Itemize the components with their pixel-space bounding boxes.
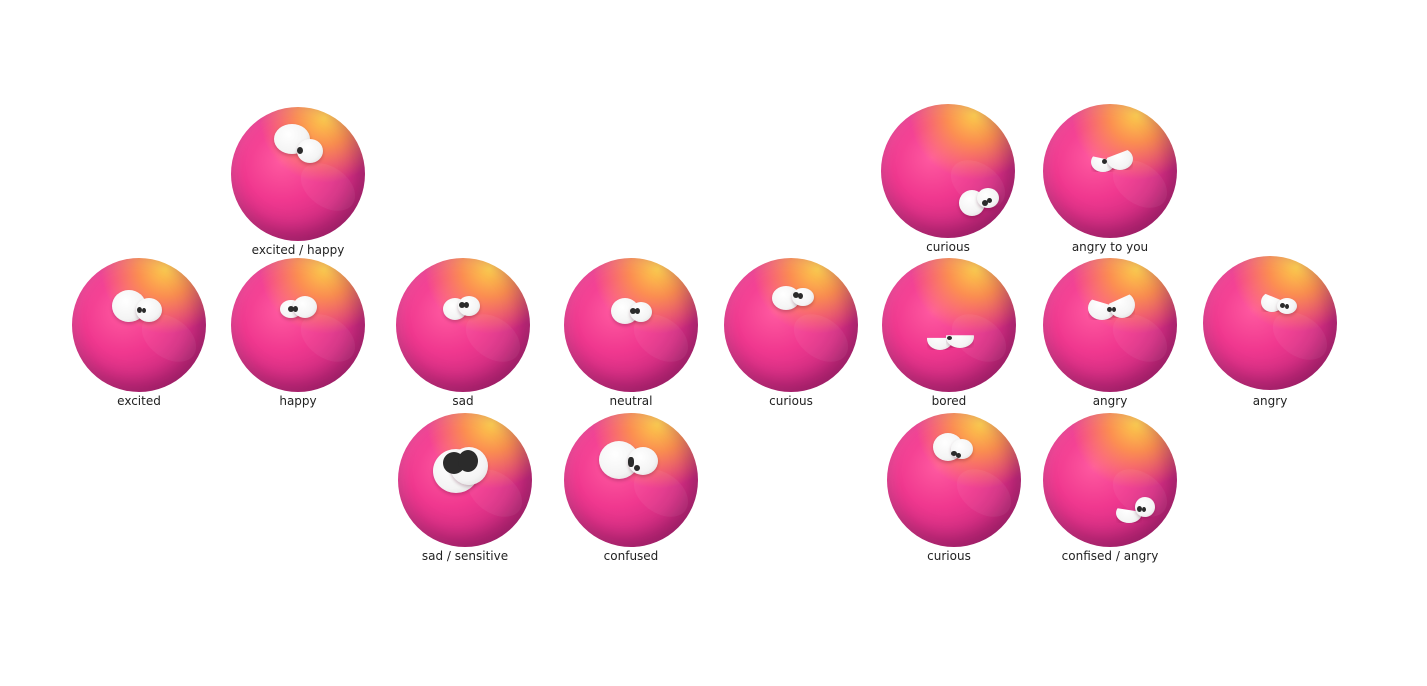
right-eye-icon	[951, 439, 973, 459]
emotion-label: neutral	[609, 394, 653, 408]
emotion-angry-a: angry	[1030, 258, 1190, 410]
pupil-icon	[1112, 307, 1116, 312]
emotion-neutral: neutral	[551, 258, 711, 410]
pupil-icon	[142, 308, 146, 313]
emotion-label: bored	[931, 394, 967, 408]
pupil-icon	[458, 450, 478, 472]
pupil-icon	[293, 306, 298, 312]
orb-ball	[72, 258, 206, 392]
pupil-icon	[1137, 506, 1142, 512]
emotion-label: excited / happy	[251, 243, 345, 257]
pupil-icon	[793, 292, 799, 298]
pupil-icon	[956, 453, 961, 458]
emotion-curious-high: curious	[711, 258, 871, 410]
orb-ball	[881, 104, 1015, 238]
pupil-icon	[297, 147, 303, 154]
emotion-excited: excited	[59, 258, 219, 410]
emotion-label: sad / sensitive	[421, 549, 509, 563]
orb-ball	[398, 413, 532, 547]
emotion-label: confised / angry	[1061, 549, 1159, 563]
emotion-curious-low: curious	[868, 104, 1028, 256]
emotion-label: sad	[452, 394, 474, 408]
emotion-angry-b: angry	[1190, 256, 1350, 408]
right-eye-icon	[630, 302, 652, 322]
pupil-icon	[1280, 303, 1285, 308]
orb-ball	[1203, 256, 1337, 390]
emotion-happy: happy	[218, 258, 378, 410]
emotion-confused-angry: confised / angry	[1030, 413, 1190, 565]
right-eye-icon	[946, 335, 974, 348]
emotion-label: confused	[603, 549, 659, 563]
pupil-icon	[1285, 304, 1289, 309]
orb-ball	[396, 258, 530, 392]
emotion-label: curious	[769, 394, 813, 408]
emotion-angry-to-you: angry to you	[1030, 104, 1190, 256]
right-eye-icon	[458, 296, 480, 316]
orb-ball	[231, 107, 365, 241]
emotion-label: angry	[1252, 394, 1288, 408]
emotion-sad: sad	[383, 258, 543, 410]
pupil-icon	[635, 308, 640, 314]
orb-ball	[724, 258, 858, 392]
pupil-icon	[947, 336, 952, 340]
orb-ball	[1043, 104, 1177, 238]
emotion-label: angry to you	[1071, 240, 1149, 254]
pupil-icon	[137, 307, 142, 313]
pupil-icon	[1102, 159, 1107, 164]
orb-ball	[1043, 413, 1177, 547]
right-eye-icon	[293, 296, 317, 318]
pupil-icon	[628, 457, 634, 467]
right-eye-icon	[1107, 148, 1133, 170]
emotion-curious-side: curious	[869, 413, 1029, 565]
pupil-icon	[464, 302, 469, 308]
pupil-icon	[987, 198, 992, 203]
pupil-icon	[1107, 307, 1112, 312]
emotion-label: curious	[926, 240, 970, 254]
right-eye-icon	[1109, 292, 1135, 318]
pupil-icon	[630, 308, 636, 314]
orb-ball	[882, 258, 1016, 392]
pupil-icon	[951, 451, 957, 456]
emotion-label: excited	[117, 394, 161, 408]
emotion-label: curious	[927, 549, 971, 563]
pupil-icon	[288, 306, 294, 312]
emotion-bored: bored	[869, 258, 1029, 410]
pupil-icon	[1142, 507, 1146, 512]
orb-ball	[231, 258, 365, 392]
orb-ball	[887, 413, 1021, 547]
emotion-label: happy	[279, 394, 317, 408]
orb-ball	[564, 258, 698, 392]
orb-ball	[1043, 258, 1177, 392]
pupil-icon	[459, 302, 465, 308]
orb-ball	[564, 413, 698, 547]
emotion-label: angry	[1092, 394, 1128, 408]
emotion-confused: confused	[551, 413, 711, 565]
emotion-excited-happy: excited / happy	[218, 107, 378, 259]
pupil-icon	[634, 465, 640, 471]
emotion-sad-sensitive: sad / sensitive	[385, 413, 545, 565]
pupil-icon	[798, 293, 803, 299]
pupil-icon	[982, 200, 988, 206]
